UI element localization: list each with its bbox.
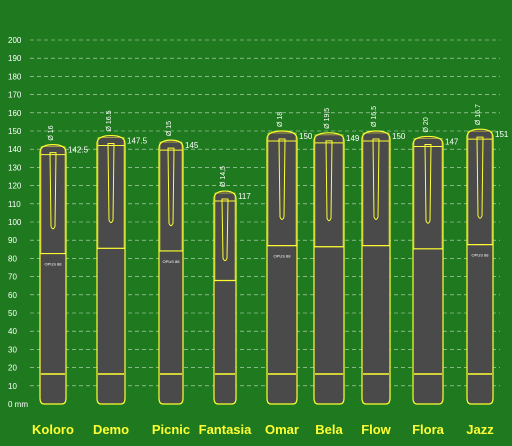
brand-label: OPUS 88 — [163, 259, 181, 264]
value-label: 117 — [238, 192, 251, 201]
clip-shape — [167, 147, 175, 227]
cap-outline — [40, 146, 66, 254]
y-tick-label: 80 — [8, 254, 17, 263]
value-label: 147 — [445, 137, 459, 146]
y-tick-label: 20 — [8, 364, 17, 373]
cap-outline — [214, 192, 236, 281]
cap-outline — [362, 132, 390, 247]
cap-outline — [159, 141, 183, 252]
pen-picnic: OPUS 88 Ø 15 145 Picnic — [152, 121, 199, 437]
pen-bar — [466, 128, 494, 405]
y-tick-label: 70 — [8, 273, 17, 282]
y-tick-label: 30 — [8, 345, 17, 354]
y-tick-label: 120 — [8, 182, 22, 191]
pen-bela: Ø 19,5 149 Bela — [313, 108, 360, 437]
value-label: 145 — [185, 141, 199, 150]
diameter-label: Ø 16.5 — [371, 106, 378, 127]
pen-koloro: OPUS 88 Ø 16 142.5 Koloro — [32, 125, 89, 437]
y-tick-label: 100 — [8, 218, 22, 227]
y-tick-label: 10 — [8, 382, 17, 391]
value-label: 150 — [299, 132, 313, 141]
clip-shape — [107, 143, 115, 224]
pen-omar: OPUS 88 Ø 18 150 Omar — [265, 112, 313, 437]
category-label: Koloro — [32, 422, 74, 437]
value-label: 142.5 — [68, 146, 89, 155]
clip-shape — [372, 138, 380, 220]
y-tick-label: 110 — [8, 200, 21, 209]
value-label: 149 — [346, 134, 360, 143]
pen-bar — [39, 144, 67, 405]
y-tick-label: 40 — [8, 327, 17, 336]
cap-outline — [97, 137, 125, 249]
category-label: Omar — [265, 422, 299, 437]
category-label: Demo — [93, 422, 129, 437]
y-tick-label: 50 — [8, 309, 17, 318]
clip-shape — [325, 140, 333, 222]
category-label: Flora — [412, 422, 445, 437]
pen-bar — [313, 132, 345, 405]
cap-outline — [467, 130, 493, 246]
y-tick-label: 200 — [8, 36, 22, 45]
pen-bar — [361, 130, 391, 405]
pen-demo: Ø 16.5 147.5 Demo — [93, 110, 148, 437]
brand-label: OPUS 88 — [274, 254, 292, 259]
cap-outline — [413, 138, 443, 250]
y-tick-label: 180 — [8, 72, 22, 81]
pen-flow: Ø 16.5 150 Flow — [361, 106, 406, 437]
category-label: Fantasia — [199, 422, 253, 437]
diameter-label: Ø 16 — [48, 125, 55, 140]
y-tick-label: 190 — [8, 54, 22, 63]
pen-bar — [412, 135, 444, 405]
y-axis-ticks: 0 mm 10 20 30 40 50 60 70 80 90 100 110 120 130 140 150… — [8, 36, 28, 409]
pen-bar — [213, 190, 237, 405]
pen-flora: Ø 20 147 Flora — [412, 117, 459, 437]
brand-label: OPUS 88 — [472, 253, 490, 258]
category-label: Bela — [315, 422, 343, 437]
clip-shape — [476, 136, 484, 219]
pen-jazz: OPUS 88 Ø 16.7 151 Jazz — [466, 104, 509, 437]
diameter-label: Ø 19,5 — [324, 108, 331, 129]
y-tick-label: 60 — [8, 291, 17, 300]
cap-outline — [314, 134, 344, 248]
y-tick-label: 170 — [8, 91, 22, 100]
brand-label: OPUS 88 — [45, 262, 63, 267]
category-label: Flow — [361, 422, 391, 437]
diameter-label: Ø 14,5 — [220, 166, 227, 187]
pen-fantasia: Ø 14,5 117 Fantasia — [199, 166, 253, 437]
cap-outline — [267, 132, 297, 247]
clip-shape — [278, 138, 286, 220]
y-tick-label: 150 — [8, 127, 22, 136]
diameter-label: Ø 20 — [423, 117, 430, 132]
pen-bar — [266, 130, 298, 405]
category-label: Picnic — [152, 422, 190, 437]
pen-bar — [158, 139, 184, 405]
value-label: 147.5 — [127, 137, 148, 146]
clip-shape — [424, 143, 432, 224]
clip-shape — [49, 152, 57, 230]
y-tick-label: 140 — [8, 145, 22, 154]
y-tick-label: 90 — [8, 236, 17, 245]
y-tick-label: 0 mm — [8, 400, 28, 409]
pen-bars: OPUS 88 Ø 16 142.5 Koloro Ø 16.5 147.5 Demo OPU… — [32, 104, 509, 437]
diameter-label: Ø 16.7 — [475, 104, 482, 125]
diameter-label: Ø 15 — [166, 121, 173, 136]
y-tick-label: 130 — [8, 163, 22, 172]
diameter-label: Ø 18 — [277, 112, 284, 127]
y-tick-label: 160 — [8, 109, 22, 118]
category-label: Jazz — [466, 422, 494, 437]
value-label: 151 — [495, 130, 509, 139]
pen-bar — [96, 134, 126, 405]
diameter-label: Ø 16.5 — [106, 110, 113, 131]
clip-shape — [221, 198, 229, 262]
value-label: 150 — [392, 132, 406, 141]
